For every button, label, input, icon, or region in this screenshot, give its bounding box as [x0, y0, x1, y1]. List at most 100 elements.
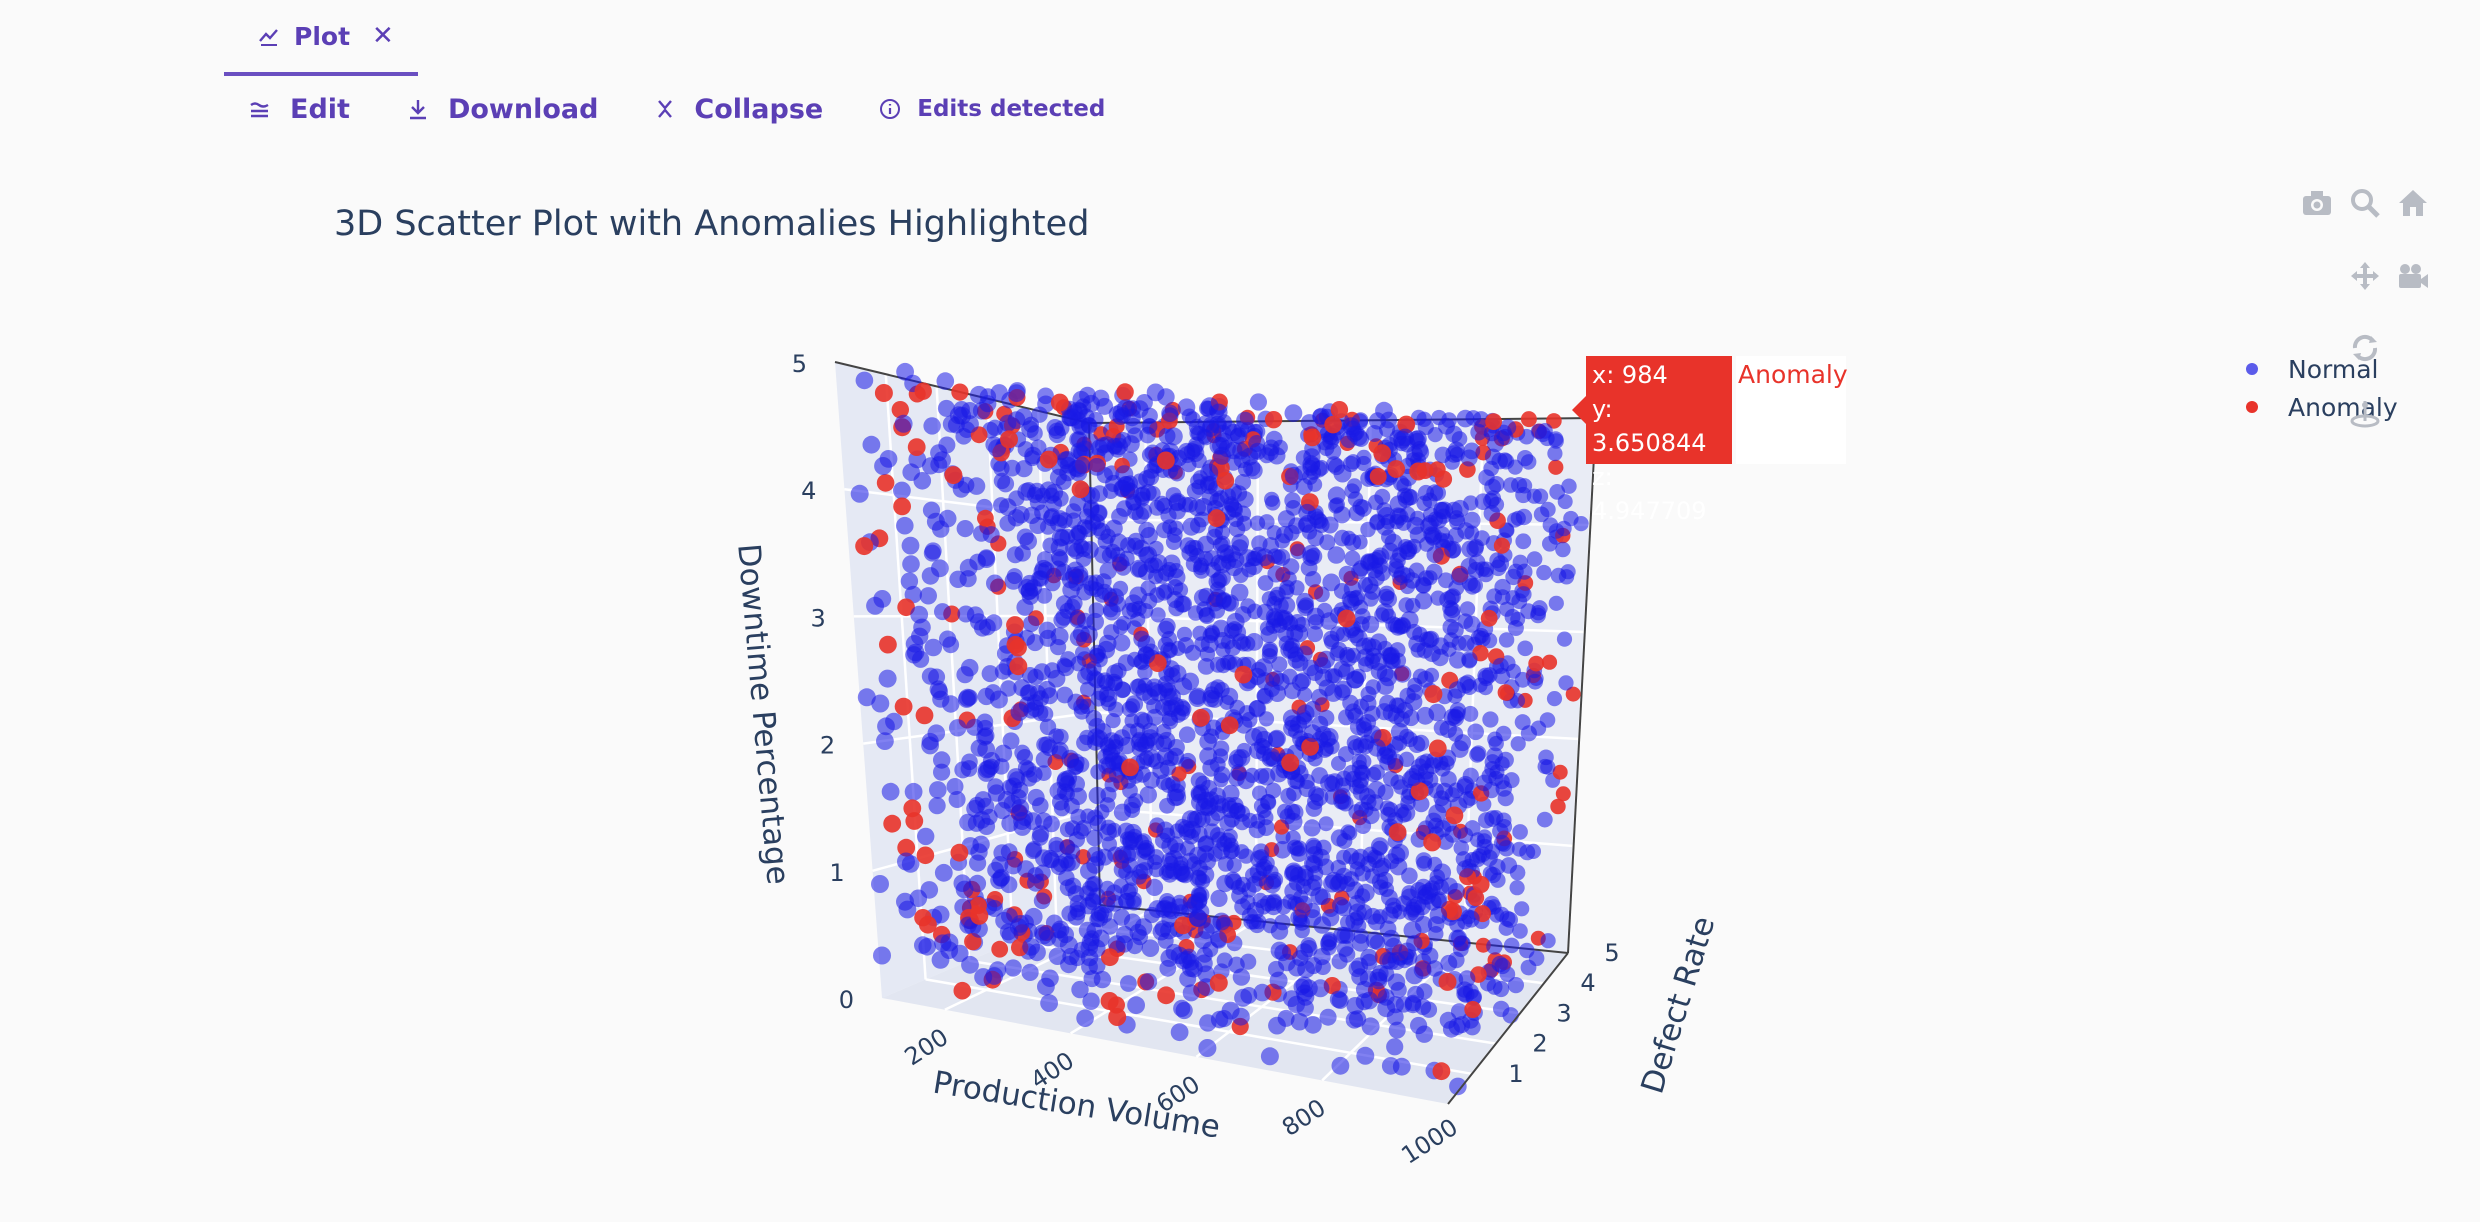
normal-point: [1239, 549, 1257, 567]
normal-point: [1320, 728, 1339, 746]
normal-point: [910, 605, 929, 624]
normal-point: [1369, 652, 1388, 671]
normal-point: [1113, 479, 1131, 498]
edit-button[interactable]: Edit: [248, 94, 350, 125]
normal-point: [1474, 493, 1492, 511]
normal-point: [1156, 821, 1175, 840]
legend-item-anomaly[interactable]: Anomaly: [2238, 388, 2398, 426]
normal-point: [1188, 908, 1207, 927]
normal-point: [1302, 455, 1321, 474]
chart-icon: [259, 29, 278, 46]
normal-point: [1059, 936, 1078, 955]
anomaly-point: [1480, 609, 1498, 627]
normal-point: [977, 740, 996, 759]
normal-point: [1519, 844, 1536, 861]
normal-point: [1087, 939, 1106, 958]
normal-point: [1160, 921, 1178, 940]
normal-point: [1105, 673, 1123, 692]
normal-point: [1292, 673, 1310, 692]
normal-point: [1156, 522, 1173, 539]
normal-point: [1393, 665, 1412, 683]
normal-point: [1507, 620, 1524, 636]
collapse-button[interactable]: Collapse: [654, 94, 823, 125]
normal-point: [1068, 831, 1085, 848]
x-tick-label: 200: [900, 1023, 954, 1071]
normal-point: [1342, 417, 1361, 435]
normal-point: [979, 759, 998, 778]
anomaly-point: [1301, 738, 1319, 756]
tab-plot[interactable]: Plot ✕: [224, 0, 418, 76]
normal-point: [1500, 857, 1518, 874]
normal-point: [1261, 643, 1278, 660]
normal-point: [857, 688, 876, 707]
normal-point: [1165, 534, 1182, 550]
zoom-icon[interactable]: [2345, 183, 2385, 223]
normal-point: [1414, 591, 1433, 610]
normal-point: [1435, 501, 1454, 520]
normal-point: [1088, 786, 1107, 805]
turntable-rotation-icon[interactable]: [2345, 394, 2385, 434]
normal-point: [1280, 787, 1297, 805]
z-tick-label: 2: [820, 732, 835, 760]
anomaly-point: [1485, 413, 1502, 430]
normal-point: [1493, 1000, 1510, 1018]
normal-point: [901, 536, 920, 555]
normal-point: [1222, 784, 1240, 803]
normal-point: [1382, 704, 1401, 722]
normal-point: [1148, 900, 1167, 919]
normal-point: [1055, 595, 1073, 613]
normal-point: [929, 680, 948, 698]
anomaly-point: [883, 814, 902, 833]
normal-point: [897, 852, 915, 871]
normal-point: [1137, 646, 1156, 664]
normal-point: [1321, 516, 1339, 534]
z-tick-label: 3: [811, 604, 826, 632]
orbit-rotation-icon[interactable]: [2345, 328, 2385, 368]
normal-point: [1477, 667, 1494, 685]
normal-point: [1381, 906, 1399, 924]
normal-point: [918, 938, 936, 956]
normal-point: [1170, 1023, 1189, 1042]
normal-point: [1265, 495, 1281, 511]
normal-point: [1448, 681, 1467, 699]
home-icon[interactable]: [2393, 183, 2433, 223]
normal-point: [1486, 938, 1503, 955]
normal-point: [1063, 408, 1082, 427]
normal-point: [1255, 858, 1273, 877]
normal-point: [1411, 443, 1430, 462]
normal-point: [1205, 681, 1224, 700]
normal-point: [981, 665, 999, 683]
normal-point: [924, 638, 943, 657]
normal-point: [1120, 975, 1137, 992]
normal-point: [1277, 510, 1296, 528]
anomaly-point: [1388, 823, 1407, 842]
normal-point: [1391, 843, 1409, 862]
pan-icon[interactable]: [2345, 256, 2385, 296]
normal-point: [1433, 863, 1452, 882]
normal-point: [956, 520, 974, 538]
normal-point: [1334, 793, 1352, 810]
download-button[interactable]: Download: [406, 94, 598, 125]
normal-point: [977, 550, 996, 568]
normal-point: [1331, 1056, 1350, 1075]
normal-point: [1164, 427, 1183, 446]
normal-point: [1354, 499, 1372, 517]
close-icon[interactable]: ✕: [372, 21, 394, 51]
normal-point: [1517, 640, 1533, 657]
download-label: Download: [447, 93, 599, 125]
legend-marker-anomaly: [2246, 401, 2258, 413]
normal-point: [855, 371, 874, 390]
normal-point: [1212, 568, 1231, 587]
normal-point: [1515, 533, 1532, 550]
video-camera-icon[interactable]: [2393, 256, 2433, 296]
normal-point: [1198, 607, 1216, 624]
normal-point: [1087, 728, 1106, 747]
normal-point: [1360, 991, 1379, 1010]
normal-point: [931, 905, 950, 924]
anomaly-point: [1009, 638, 1027, 657]
normal-point: [1118, 892, 1136, 911]
normal-point: [1099, 823, 1117, 842]
anomaly-point: [1220, 716, 1239, 735]
camera-icon[interactable]: [2297, 183, 2337, 223]
